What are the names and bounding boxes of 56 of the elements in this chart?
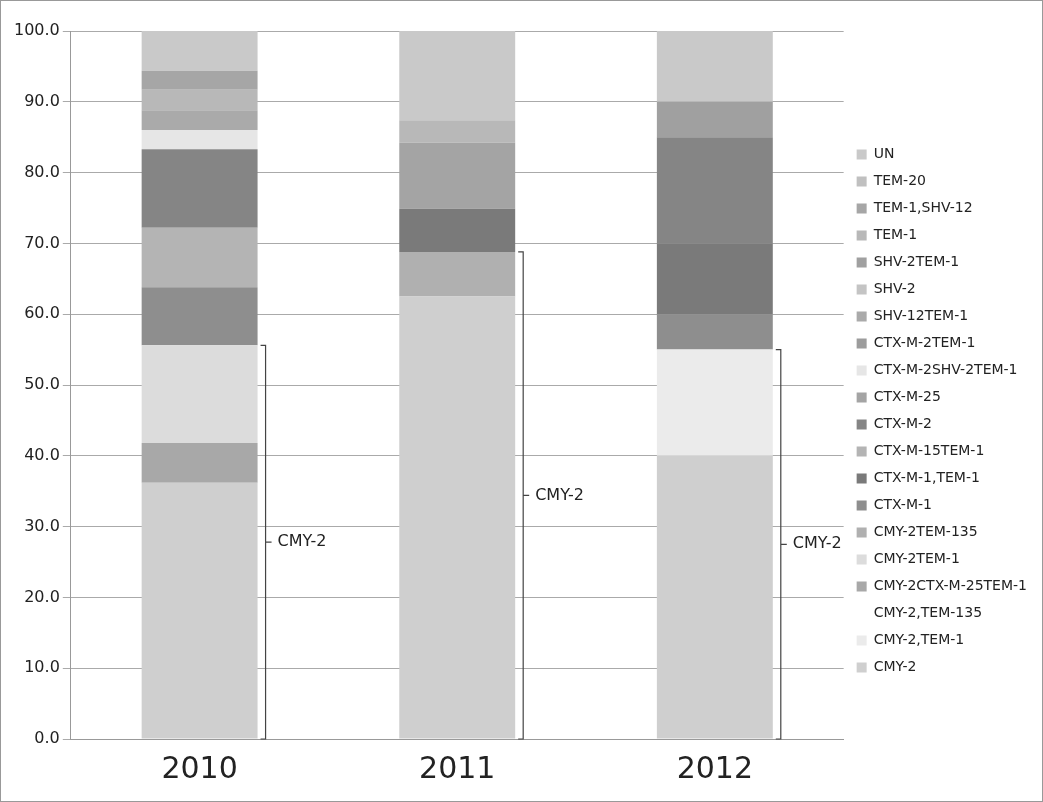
bar (141, 287, 258, 346)
x-tick-label: 2010 (161, 749, 238, 785)
legend-label: CTX-M-2 (873, 415, 932, 432)
bar (141, 130, 258, 150)
y-tick-label: 50.0 (24, 374, 60, 394)
bar (399, 120, 516, 143)
bar (656, 31, 773, 102)
y-tick-label: 10.0 (24, 657, 60, 677)
y-tick-label: 30.0 (24, 515, 60, 535)
bar (141, 482, 258, 739)
legend-label: CMY-2TEM-135 (873, 523, 978, 540)
legend-label: CMY-2,TEM-1 (873, 631, 965, 648)
annotation: CMY-2 (535, 484, 584, 504)
legend-label: CTX-M-2SHV-2TEM-1 (873, 361, 1018, 378)
legend-label: CMY-2 (873, 658, 917, 675)
legend-label: UN (873, 145, 895, 162)
legend-label: CMY-2TEM-1 (873, 550, 960, 567)
x-tick-label: 2012 (676, 749, 754, 785)
legend-label: CTX-M-2TEM-1 (873, 334, 976, 351)
bar (141, 149, 258, 228)
text: CMY-2,TEM-135 (873, 604, 983, 621)
bar (141, 31, 258, 71)
bar (141, 89, 258, 111)
bar (399, 251, 516, 297)
y-tick-label: 90.0 (24, 90, 60, 110)
legend-label: CTX-M-25 (873, 388, 941, 405)
y-tick-label: 60.0 (24, 303, 60, 323)
annotation: CMY-2 (277, 531, 327, 551)
legend-label: SHV-12TEM-1 (873, 307, 969, 324)
y-tick-label: 20.0 (24, 586, 60, 606)
bar (141, 70, 258, 90)
y-tick-label: 80.0 (24, 161, 60, 181)
bar (656, 455, 773, 739)
legend-label: SHV-2TEM-1 (873, 253, 960, 270)
y-tick-label: 40.0 (24, 444, 60, 464)
y-tick-label: 70.0 (24, 232, 60, 252)
legend-label: CMY-2CTX-M-25TEM-1 (873, 577, 1027, 594)
bar (656, 314, 773, 350)
y-tick-label: 0.0 (34, 728, 60, 748)
legend-label: TEM-20 (872, 172, 926, 189)
legend-label: SHV-2 (873, 280, 916, 297)
bar (656, 349, 773, 456)
bar (399, 208, 516, 252)
legend-label: TEM-1,SHV-12 (872, 199, 973, 216)
bar (656, 101, 773, 138)
legend-label: CTX-M-1 (873, 496, 932, 513)
bar (399, 296, 516, 739)
x-tick-label: 2011 (419, 749, 496, 785)
bar (141, 345, 258, 444)
annotation: CMY-2 (792, 533, 842, 553)
y-tick-label: 100.0 (13, 20, 60, 40)
bar (141, 110, 258, 131)
bar (399, 31, 516, 121)
legend-label: TEM-1 (872, 226, 918, 243)
legend-label: CTX-M-1,TEM-1 (873, 469, 980, 486)
legend-label: CTX-M-15TEM-1 (873, 442, 985, 459)
